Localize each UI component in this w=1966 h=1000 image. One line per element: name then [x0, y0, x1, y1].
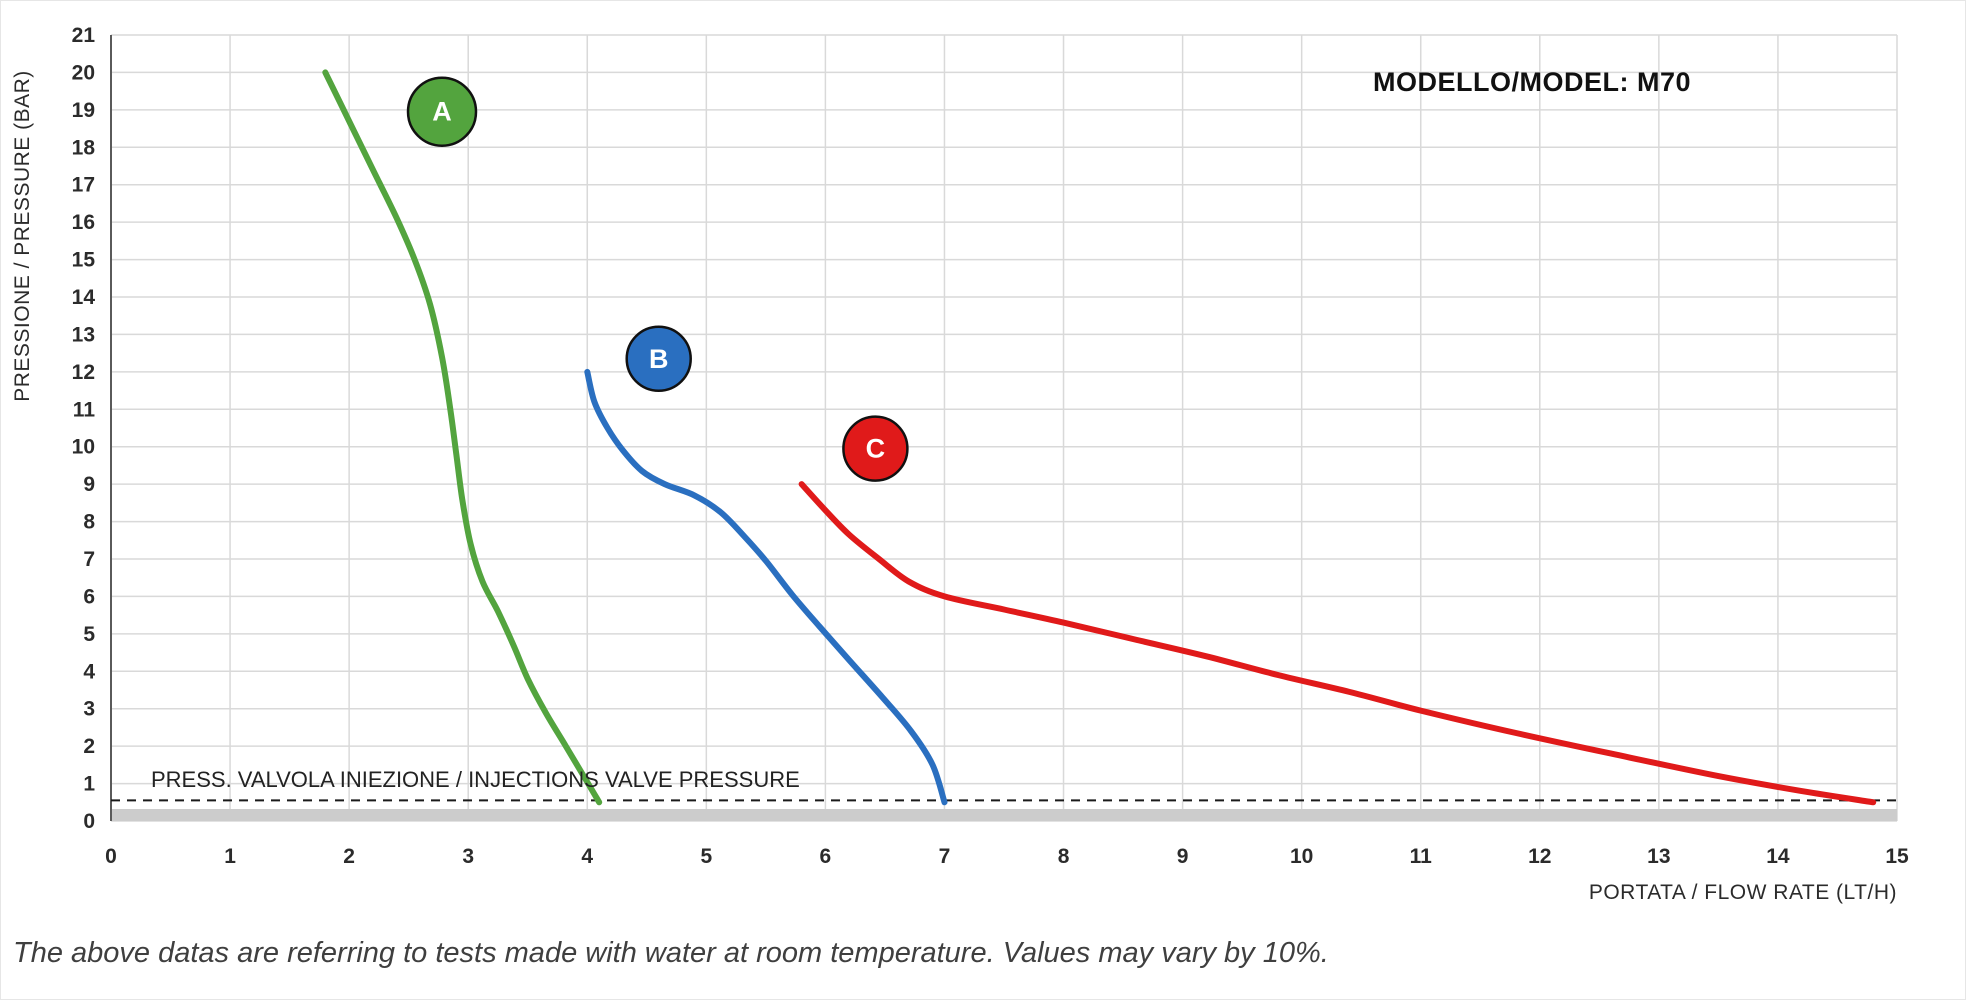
x-tick-label: 6 — [820, 845, 832, 868]
x-tick-label: 1 — [224, 845, 236, 868]
y-tick-label: 16 — [72, 211, 95, 234]
y-tick-label: 15 — [72, 249, 96, 272]
curve-A — [322, 69, 603, 806]
series-badge-A — [406, 76, 478, 147]
y-tick-label: 5 — [83, 623, 95, 646]
x-axis-label: PORTATA / FLOW RATE (LT/H) — [1589, 881, 1897, 904]
y-tick-label: 21 — [72, 24, 96, 47]
x-tick-label: 2 — [343, 845, 355, 868]
series-curves: A B C — [322, 69, 1877, 806]
curve-C — [798, 481, 1877, 806]
y-tick-label: 14 — [72, 286, 96, 309]
y-tick-label: 19 — [72, 99, 95, 122]
injection-valve-label: PRESS. VALVOLA INIEZIONE / INJECTIONS VA… — [151, 767, 800, 792]
y-tick-label: 13 — [72, 323, 95, 346]
x-tick-label: 0 — [105, 845, 117, 868]
x-tick-label: 3 — [462, 845, 474, 868]
x-tick-label: 4 — [581, 845, 593, 868]
y-tick-label: 7 — [83, 548, 95, 571]
y-tick-label: 1 — [83, 773, 95, 796]
series-badge-letter-B: B — [649, 344, 669, 374]
y-tick-label: 9 — [83, 473, 95, 496]
x-tick-label: 5 — [700, 845, 712, 868]
y-tick-label: 18 — [72, 136, 96, 159]
y-tick-label: 3 — [83, 698, 95, 721]
x-tick-label: 9 — [1177, 845, 1189, 868]
caption-note: The above datas are referring to tests m… — [13, 937, 1329, 969]
y-axis-label: PRESSIONE / PRESSURE (BAR) — [11, 70, 34, 402]
pressure-flow-chart: ABC 0 1 2 3 4 5 6 7 8 9 10 11 12 13 14 1501234567891011… — [11, 24, 1909, 904]
y-tick-label: 20 — [72, 61, 95, 84]
y-tick-label: 12 — [72, 361, 95, 384]
y-tick-label: 0 — [83, 810, 95, 833]
x-tick-label: 11 — [1410, 845, 1433, 868]
series-badge-letter-C: C — [866, 434, 886, 464]
series-badge-C — [842, 415, 909, 482]
x-tick-label: 12 — [1528, 845, 1551, 868]
x-tick-label: 13 — [1647, 845, 1670, 868]
x-tick-label: 14 — [1766, 845, 1790, 868]
y-tick-label: 6 — [83, 585, 95, 608]
y-tick-label: 8 — [83, 511, 95, 534]
gridlines — [110, 34, 1898, 822]
y-tick-label: 17 — [72, 174, 95, 197]
y-tick-label: 11 — [73, 398, 96, 421]
x-tick-label: 15 — [1885, 845, 1909, 868]
y-tick-label: 10 — [72, 436, 95, 459]
x-tick-label: 7 — [939, 845, 951, 868]
y-tick-label: 2 — [83, 735, 95, 758]
x-tick-label: 8 — [1058, 845, 1070, 868]
series-badge-letter-A: A — [432, 97, 452, 127]
x-tick-label: 10 — [1290, 845, 1313, 868]
y-tick-label: 4 — [83, 660, 95, 683]
curve-B — [584, 368, 948, 806]
tick-labels: 0 1 2 3 4 5 6 7 8 9 10 11 12 13 14 15012345678910111213… — [72, 24, 1909, 868]
model-label: MODELLO/MODEL: M70 — [1373, 67, 1691, 97]
series-badge-B — [625, 325, 692, 393]
